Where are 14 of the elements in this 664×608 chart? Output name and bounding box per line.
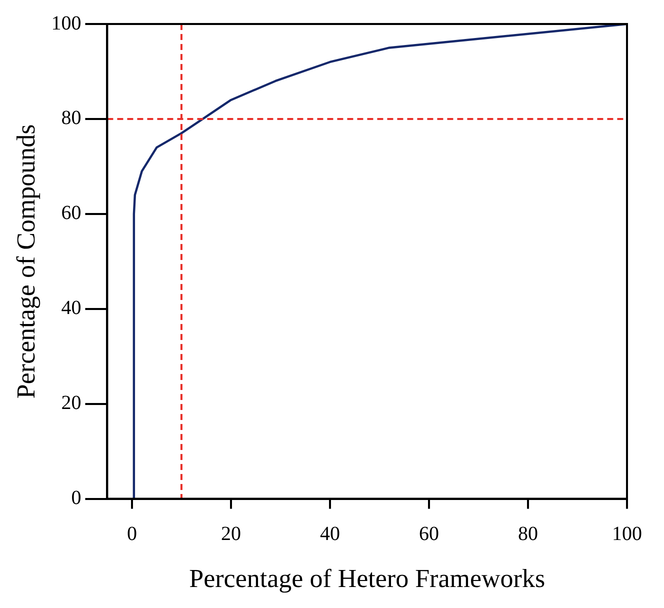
y-tick-label: 100 xyxy=(51,12,82,34)
y-tick-label: 60 xyxy=(61,202,82,224)
y-tick-label: 80 xyxy=(61,107,82,130)
x-tick-label: 40 xyxy=(320,523,340,546)
y-axis-title: Percentage of Compounds xyxy=(11,124,40,399)
y-tick-label: 20 xyxy=(61,392,82,414)
x-tick-label: 60 xyxy=(418,523,439,546)
x-tick-label: 0 xyxy=(126,523,137,546)
x-axis-title: Percentage of Hetero Frameworks xyxy=(189,564,546,594)
y-tick-label: 40 xyxy=(61,297,82,320)
x-tick-label: 100 xyxy=(612,523,642,546)
x-tick-label: 20 xyxy=(220,523,241,546)
x-tick-label: 80 xyxy=(518,523,538,546)
y-tick-label: 0 xyxy=(71,487,82,510)
